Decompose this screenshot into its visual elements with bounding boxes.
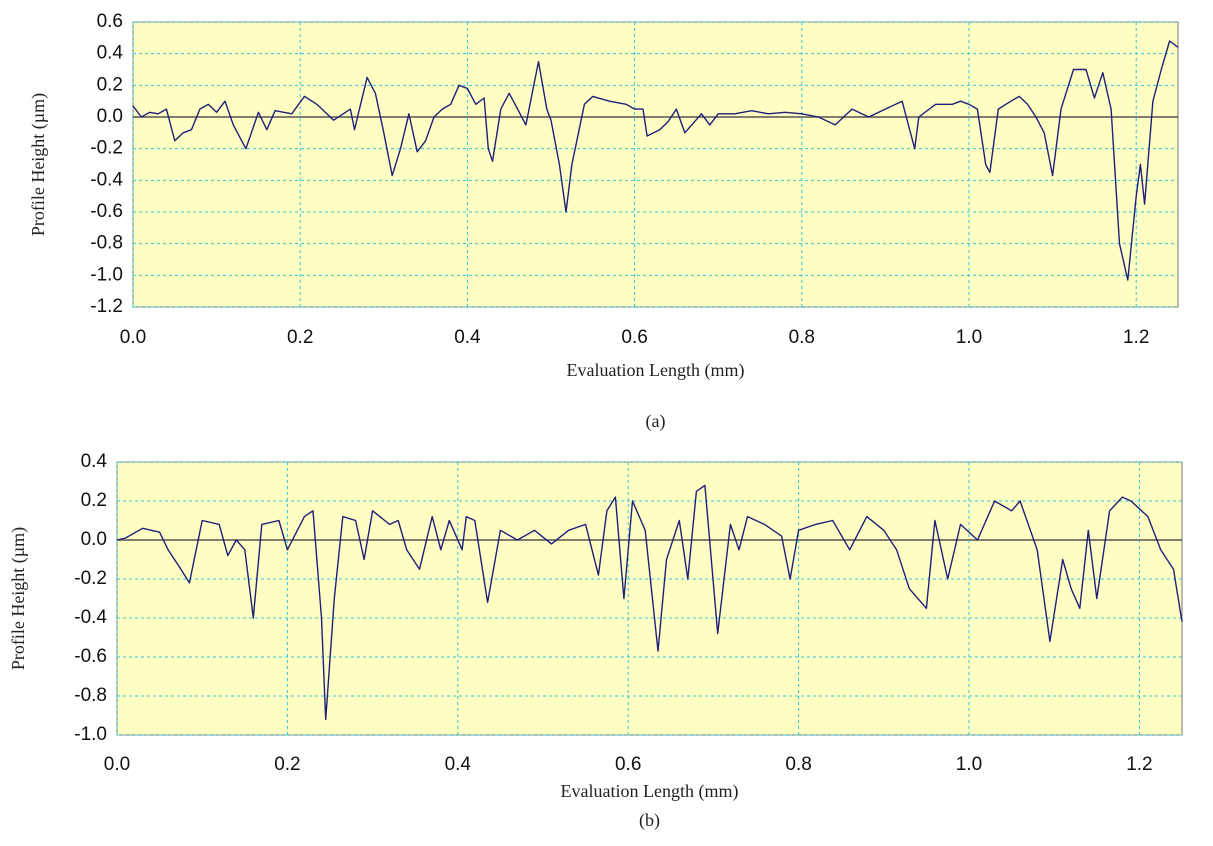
y-tick-label: -1.0 bbox=[90, 264, 123, 285]
plot-area bbox=[116, 461, 1183, 736]
y-tick-label: -0.6 bbox=[90, 201, 123, 222]
y-tick-label: -0.4 bbox=[74, 607, 107, 628]
x-tick-label: 0.2 bbox=[274, 754, 300, 775]
x-tick-label: 0.2 bbox=[287, 327, 313, 348]
y-tick-label: 0.6 bbox=[97, 11, 123, 32]
y-tick-label: -0.2 bbox=[90, 138, 123, 159]
x-tick-label: 1.0 bbox=[956, 327, 982, 348]
x-tick-label: 1.0 bbox=[956, 754, 982, 775]
y-tick-label: 0.2 bbox=[97, 74, 123, 95]
plot-area bbox=[132, 21, 1179, 308]
caption: (a) bbox=[646, 411, 666, 432]
y-tick-label: -0.2 bbox=[74, 568, 107, 589]
caption: (b) bbox=[639, 810, 660, 831]
y-tick-label: 0.0 bbox=[97, 106, 123, 127]
y-tick-label: 0.0 bbox=[81, 529, 107, 550]
x-axis-label: Evaluation Length (mm) bbox=[561, 781, 739, 802]
y-tick-label: -1.2 bbox=[90, 296, 123, 317]
y-tick-label: -0.6 bbox=[74, 646, 107, 667]
x-tick-label: 0.8 bbox=[785, 754, 811, 775]
x-tick-label: 0.6 bbox=[615, 754, 641, 775]
y-tick-label: -1.0 bbox=[74, 724, 107, 745]
profile-line bbox=[132, 40, 1179, 281]
profile-line bbox=[116, 484, 1183, 721]
x-tick-label: 0.0 bbox=[104, 754, 130, 775]
y-axis-label: Profile Height (µm) bbox=[8, 527, 29, 670]
x-tick-label: 0.0 bbox=[120, 327, 146, 348]
x-tick-label: 0.6 bbox=[621, 327, 647, 348]
y-tick-label: 0.4 bbox=[81, 451, 108, 472]
x-tick-label: 1.2 bbox=[1126, 754, 1152, 775]
x-tick-label: 1.2 bbox=[1123, 327, 1149, 348]
y-tick-label: 0.4 bbox=[97, 43, 124, 64]
y-axis-label: Profile Height (µm) bbox=[28, 93, 49, 236]
y-tick-label: -0.4 bbox=[90, 169, 123, 190]
y-tick-label: -0.8 bbox=[90, 233, 123, 254]
x-tick-label: 0.4 bbox=[445, 754, 472, 775]
y-tick-label: -0.8 bbox=[74, 685, 107, 706]
y-tick-label: 0.2 bbox=[81, 490, 107, 511]
x-axis-label: Evaluation Length (mm) bbox=[567, 360, 745, 381]
x-tick-label: 0.4 bbox=[454, 327, 481, 348]
x-tick-label: 0.8 bbox=[789, 327, 815, 348]
